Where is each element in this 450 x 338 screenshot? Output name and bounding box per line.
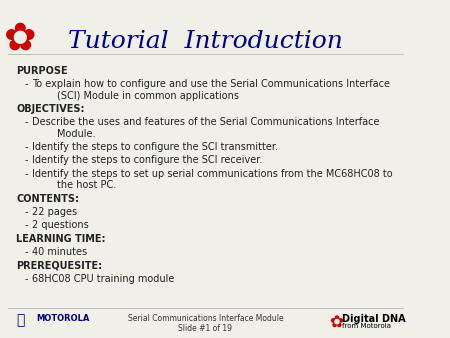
Text: Tutorial  Introduction: Tutorial Introduction — [68, 30, 343, 53]
Text: -: - — [25, 274, 28, 284]
Text: PREREQUESITE:: PREREQUESITE: — [17, 261, 103, 270]
Text: 2 questions: 2 questions — [32, 220, 89, 230]
Text: CONTENTS:: CONTENTS: — [17, 194, 80, 203]
Text: ✿: ✿ — [4, 20, 36, 58]
Text: LEARNING TIME:: LEARNING TIME: — [17, 234, 106, 244]
Text: 22 pages: 22 pages — [32, 207, 77, 217]
Text: -: - — [25, 117, 28, 127]
Text: from Motorola: from Motorola — [342, 323, 392, 329]
Text: -: - — [25, 220, 28, 230]
Text: -: - — [25, 169, 28, 179]
Text: 68HC08 CPU training module: 68HC08 CPU training module — [32, 274, 174, 284]
Text: -: - — [25, 142, 28, 152]
Text: Digital DNA: Digital DNA — [342, 314, 406, 324]
Text: OBJECTIVES:: OBJECTIVES: — [17, 104, 85, 114]
Text: Identify the steps to set up serial communications from the MC68HC08 to
        : Identify the steps to set up serial comm… — [32, 169, 392, 190]
Text: To explain how to configure and use the Serial Communications Interface
        : To explain how to configure and use the … — [32, 79, 390, 100]
Text: PURPOSE: PURPOSE — [17, 66, 68, 75]
Text: -: - — [25, 247, 28, 257]
Text: Identify the steps to configure the SCI transmitter.: Identify the steps to configure the SCI … — [32, 142, 278, 152]
Text: Serial Communications Interface Module
Slide #1 of 19: Serial Communications Interface Module S… — [128, 314, 284, 333]
Text: -: - — [25, 207, 28, 217]
Text: Identify the steps to configure the SCI receiver.: Identify the steps to configure the SCI … — [32, 155, 262, 165]
Text: MOTOROLA: MOTOROLA — [36, 314, 90, 323]
Text: -: - — [25, 155, 28, 165]
Text: Ⓜ: Ⓜ — [16, 314, 24, 328]
Text: ✿: ✿ — [329, 314, 343, 332]
Text: 40 minutes: 40 minutes — [32, 247, 87, 257]
Text: Describe the uses and features of the Serial Communications Interface
        Mo: Describe the uses and features of the Se… — [32, 117, 379, 139]
Text: -: - — [25, 79, 28, 89]
